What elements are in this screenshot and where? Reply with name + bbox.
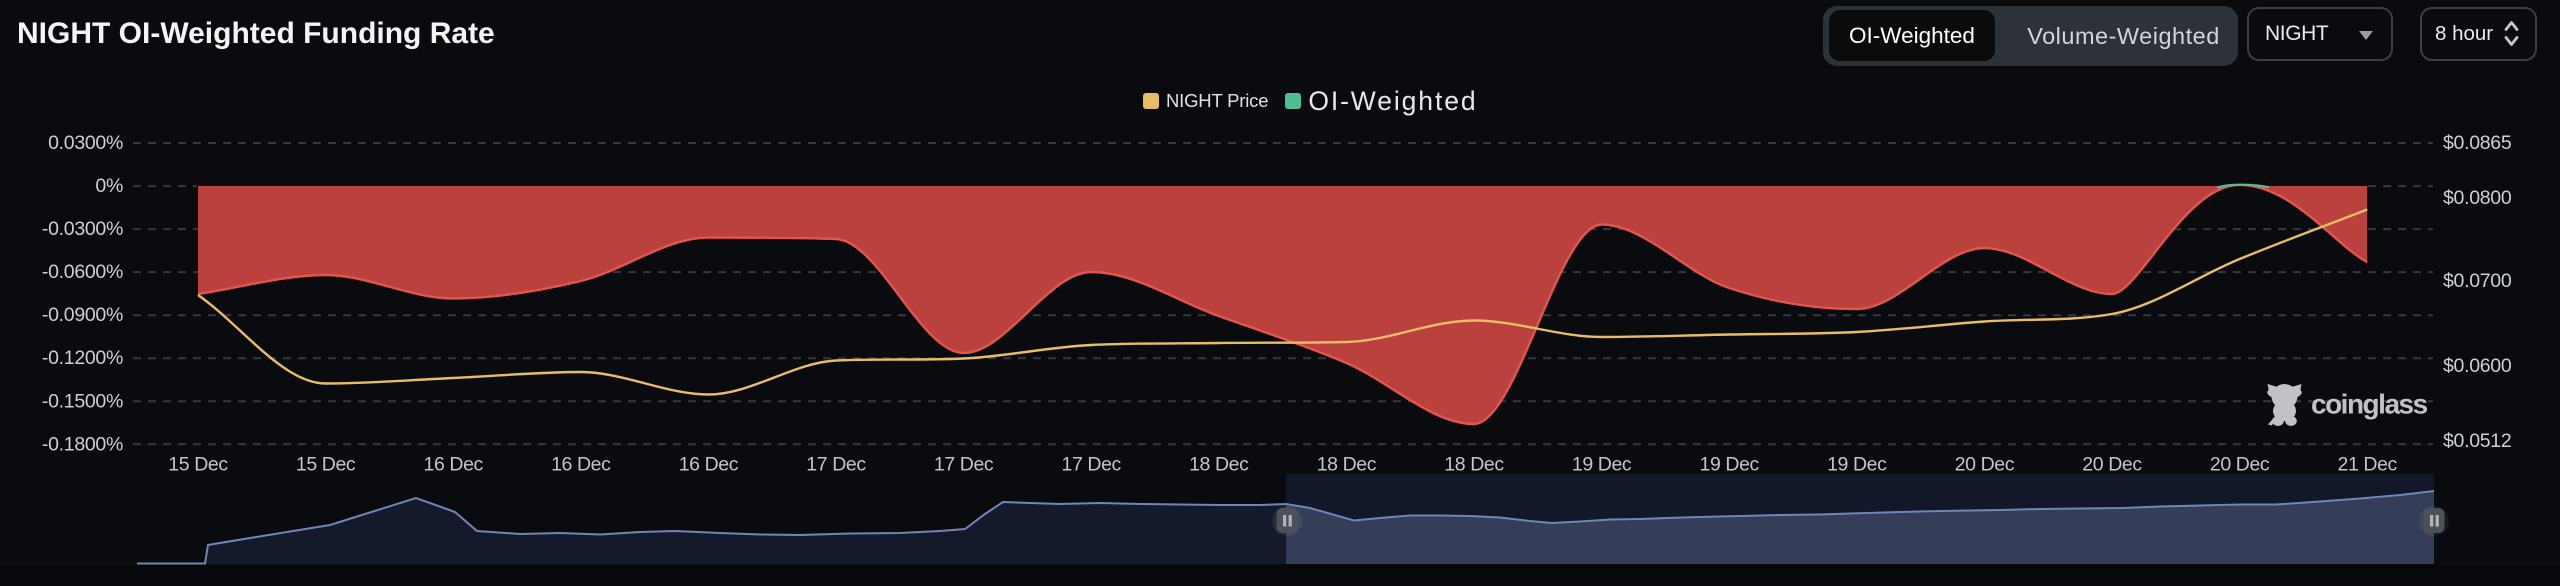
svg-text:-0.1800%: -0.1800% bbox=[42, 433, 123, 455]
svg-text:-0.0300%: -0.0300% bbox=[42, 218, 123, 240]
svg-text:18 Dec: 18 Dec bbox=[1317, 454, 1377, 476]
svg-text:20 Dec: 20 Dec bbox=[2210, 454, 2270, 476]
svg-text:-0.1200%: -0.1200% bbox=[42, 347, 123, 369]
svg-text:18 Dec: 18 Dec bbox=[1189, 454, 1249, 476]
svg-text:17 Dec: 17 Dec bbox=[934, 454, 994, 476]
svg-text:20 Dec: 20 Dec bbox=[2082, 454, 2142, 476]
svg-text:0.0300%: 0.0300% bbox=[48, 132, 123, 154]
svg-text:$0.0512: $0.0512 bbox=[2443, 430, 2511, 452]
svg-text:18 Dec: 18 Dec bbox=[1444, 454, 1504, 476]
svg-text:20 Dec: 20 Dec bbox=[1955, 454, 2015, 476]
svg-text:15 Dec: 15 Dec bbox=[296, 454, 356, 476]
svg-text:-0.0900%: -0.0900% bbox=[42, 304, 123, 326]
svg-text:15 Dec: 15 Dec bbox=[168, 454, 228, 476]
svg-text:21 Dec: 21 Dec bbox=[2338, 454, 2398, 476]
svg-text:17 Dec: 17 Dec bbox=[806, 454, 866, 476]
svg-text:$0.0600: $0.0600 bbox=[2443, 355, 2512, 377]
svg-text:$0.0700: $0.0700 bbox=[2443, 270, 2512, 292]
svg-text:-0.1500%: -0.1500% bbox=[42, 390, 123, 412]
svg-text:16 Dec: 16 Dec bbox=[679, 454, 739, 476]
svg-text:16 Dec: 16 Dec bbox=[424, 454, 484, 476]
svg-text:17 Dec: 17 Dec bbox=[1062, 454, 1122, 476]
svg-text:0%: 0% bbox=[95, 175, 123, 197]
svg-text:$0.0865: $0.0865 bbox=[2443, 132, 2512, 154]
svg-text:16 Dec: 16 Dec bbox=[551, 454, 611, 476]
svg-text:19 Dec: 19 Dec bbox=[1572, 454, 1632, 476]
svg-text:$0.0800: $0.0800 bbox=[2443, 187, 2512, 209]
svg-text:19 Dec: 19 Dec bbox=[1827, 454, 1887, 476]
svg-text:coinglass: coinglass bbox=[2311, 389, 2428, 420]
svg-text:19 Dec: 19 Dec bbox=[1700, 454, 1760, 476]
svg-text:-0.0600%: -0.0600% bbox=[42, 261, 123, 283]
